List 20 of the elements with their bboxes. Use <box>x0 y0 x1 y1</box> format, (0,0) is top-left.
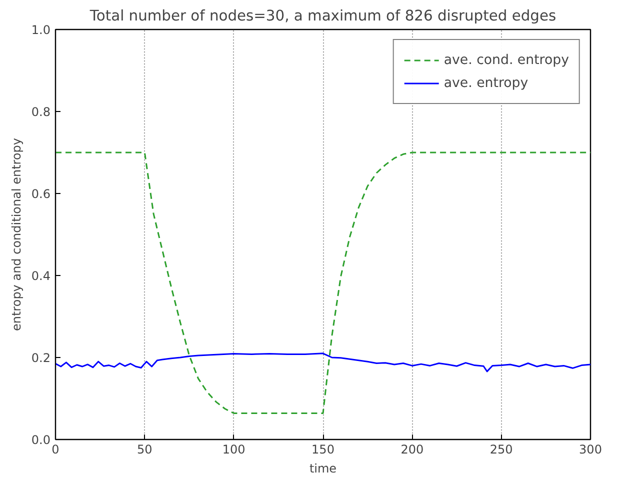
y-tick-label: 0.2 <box>31 351 51 365</box>
chart-title: Total number of nodes=30, a maximum of 826 disrupted edges <box>88 8 556 24</box>
x-tick-label: 250 <box>490 442 513 456</box>
line-series <box>56 352 590 372</box>
y-tick-label: 0.6 <box>31 187 51 201</box>
x-tick-label: 0 <box>52 442 60 456</box>
x-tick-label: 300 <box>579 442 602 456</box>
y-axis-title: entropy and conditional entropy <box>9 138 24 332</box>
legend-label: ave. cond. entropy <box>444 52 569 68</box>
x-tick-label: 150 <box>312 442 334 456</box>
y-tick-label: 0.0 <box>31 433 51 447</box>
y-tick-label: 0.4 <box>31 269 51 283</box>
x-tick-label: 50 <box>137 442 152 456</box>
x-tick-label: 200 <box>400 442 424 456</box>
x-axis-title: time <box>309 462 337 476</box>
y-tick-label: 1.0 <box>31 23 51 37</box>
legend-label: ave. entropy <box>444 76 528 90</box>
x-tick-label: 100 <box>222 442 246 456</box>
line-series <box>56 152 590 414</box>
y-tick-label: 0.8 <box>31 105 51 119</box>
